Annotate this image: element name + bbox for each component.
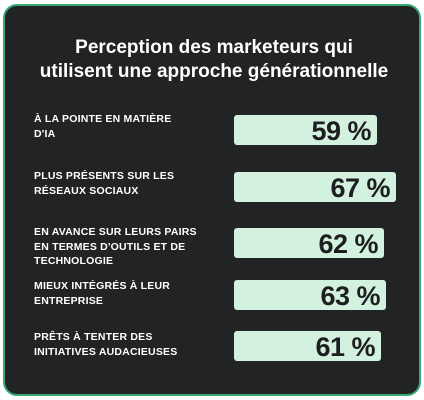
bar: 63 %: [234, 280, 386, 311]
chart-card: Perception des marketeurs qui utilisent …: [3, 4, 421, 396]
category-label-line: MIEUX INTÉGRÉS À LEUR: [34, 280, 171, 292]
category-label: EN AVANCE SUR LEURS PAIRS EN TERMES D'OUT…: [34, 225, 234, 269]
category-label-line: PRÊTS À TENTER DES: [34, 331, 153, 343]
category-label: PLUS PRÉSENTS SUR LES RÉSEAUX SOCIAUX: [34, 169, 234, 198]
chart-title: Perception des marketeurs qui utilisent …: [5, 36, 423, 84]
bar: 62 %: [234, 228, 384, 259]
bar-value-label: 61 %: [315, 332, 375, 362]
bar-value-label: 67 %: [330, 173, 390, 203]
chart-title-line-1: Perception des marketeurs qui: [75, 37, 353, 58]
category-label-line: EN AVANCE SUR LEURS PAIRS: [34, 226, 197, 238]
category-label-line: TECHNOLOGIE: [34, 255, 114, 267]
category-label-line: D'IA: [34, 127, 56, 140]
bar-chart: À LA POINTE EN MATIÈRE D'IA 59 % PLUS PRÉSE…: [5, 6, 419, 394]
category-label-line: À LA POINTE EN MATIÈRE: [34, 113, 172, 125]
category-label-line: RÉSEAUX SOCIAUX: [34, 184, 139, 197]
bar-value-label: 63 %: [320, 281, 380, 311]
category-label: PRÊTS À TENTER DES INITIATIVES AUDACIEUSE…: [34, 330, 234, 359]
category-label: MIEUX INTÉGRÉS À LEUR ENTREPRISE: [34, 279, 234, 308]
category-label-line: PLUS PRÉSENTS SUR LES: [34, 170, 175, 182]
bar-value-label: 62 %: [318, 229, 378, 259]
category-label-line: EN TERMES D'OUTILS ET DE: [34, 240, 186, 253]
category-label: À LA POINTE EN MATIÈRE D'IA: [34, 112, 234, 141]
bar: 59 %: [234, 115, 377, 146]
bar-value-label: 59 %: [311, 116, 371, 146]
bar: 67 %: [234, 172, 396, 203]
category-label-line: INITIATIVES AUDACIEUSES: [34, 345, 178, 358]
category-label-line: ENTREPRISE: [34, 294, 104, 307]
chart-title-line-2: utilisent une approche générationnelle: [39, 61, 389, 82]
bar: 61 %: [234, 331, 381, 362]
